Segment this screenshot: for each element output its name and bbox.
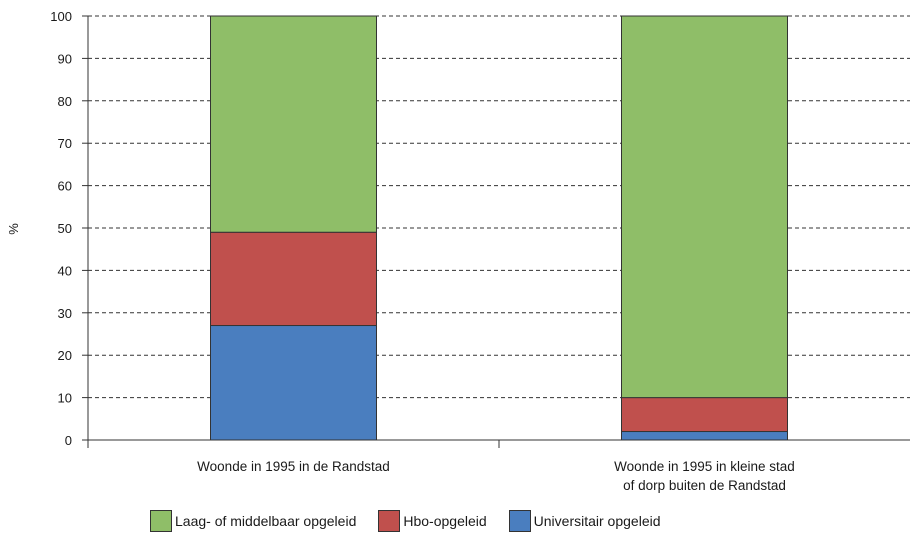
- legend-swatch: [378, 510, 401, 532]
- axes: [82, 15, 910, 448]
- legend-item: Laag- of middelbaar opgeleid: [150, 510, 356, 532]
- y-tick-label: 0: [65, 433, 72, 448]
- y-tick-label: 80: [58, 94, 72, 109]
- bar-segment: [210, 231, 377, 327]
- x-category-label: Woonde in 1995 in de Randstad: [197, 459, 390, 474]
- x-category-labels: Woonde in 1995 in de Randstad Woonde in 1…: [197, 459, 795, 493]
- y-tick-label: 60: [58, 179, 72, 194]
- bar-segment: [621, 431, 788, 441]
- bar-segment: [210, 15, 377, 233]
- bar-segment: [210, 325, 377, 441]
- legend-item: Hbo-opgeleid: [378, 510, 487, 532]
- legend-swatch: [150, 510, 172, 532]
- legend-swatch: [508, 510, 531, 532]
- y-axis-label: %: [6, 223, 21, 235]
- bar-segment: [621, 397, 788, 433]
- y-tick-labels: 0 10 20 30 40 50 60 70 80 90 100: [50, 9, 72, 448]
- y-tick-label: 50: [58, 221, 72, 236]
- legend-label: Universitair opgeleid: [533, 513, 661, 529]
- legend: Laag- of middelbaar opgeleid Hbo-opgeleid…: [150, 510, 683, 532]
- legend-label: Laag- of middelbaar opgeleid: [175, 513, 357, 529]
- bar-segment: [621, 15, 788, 399]
- x-category-label: Woonde in 1995 in kleine stad: [614, 459, 795, 474]
- legend-label: Hbo-opgeleid: [403, 513, 487, 529]
- x-category-label: of dorp buiten de Randstad: [623, 478, 786, 493]
- y-tick-label: 100: [50, 9, 72, 24]
- bars: [210, 15, 788, 441]
- y-tick-label: 90: [58, 51, 72, 66]
- y-tick-label: 70: [58, 136, 72, 151]
- legend-item: Universitair opgeleid: [508, 510, 661, 532]
- y-tick-label: 40: [58, 263, 72, 278]
- y-tick-label: 30: [58, 306, 72, 321]
- y-tick-label: 10: [58, 391, 72, 406]
- y-tick-label: 20: [58, 348, 72, 363]
